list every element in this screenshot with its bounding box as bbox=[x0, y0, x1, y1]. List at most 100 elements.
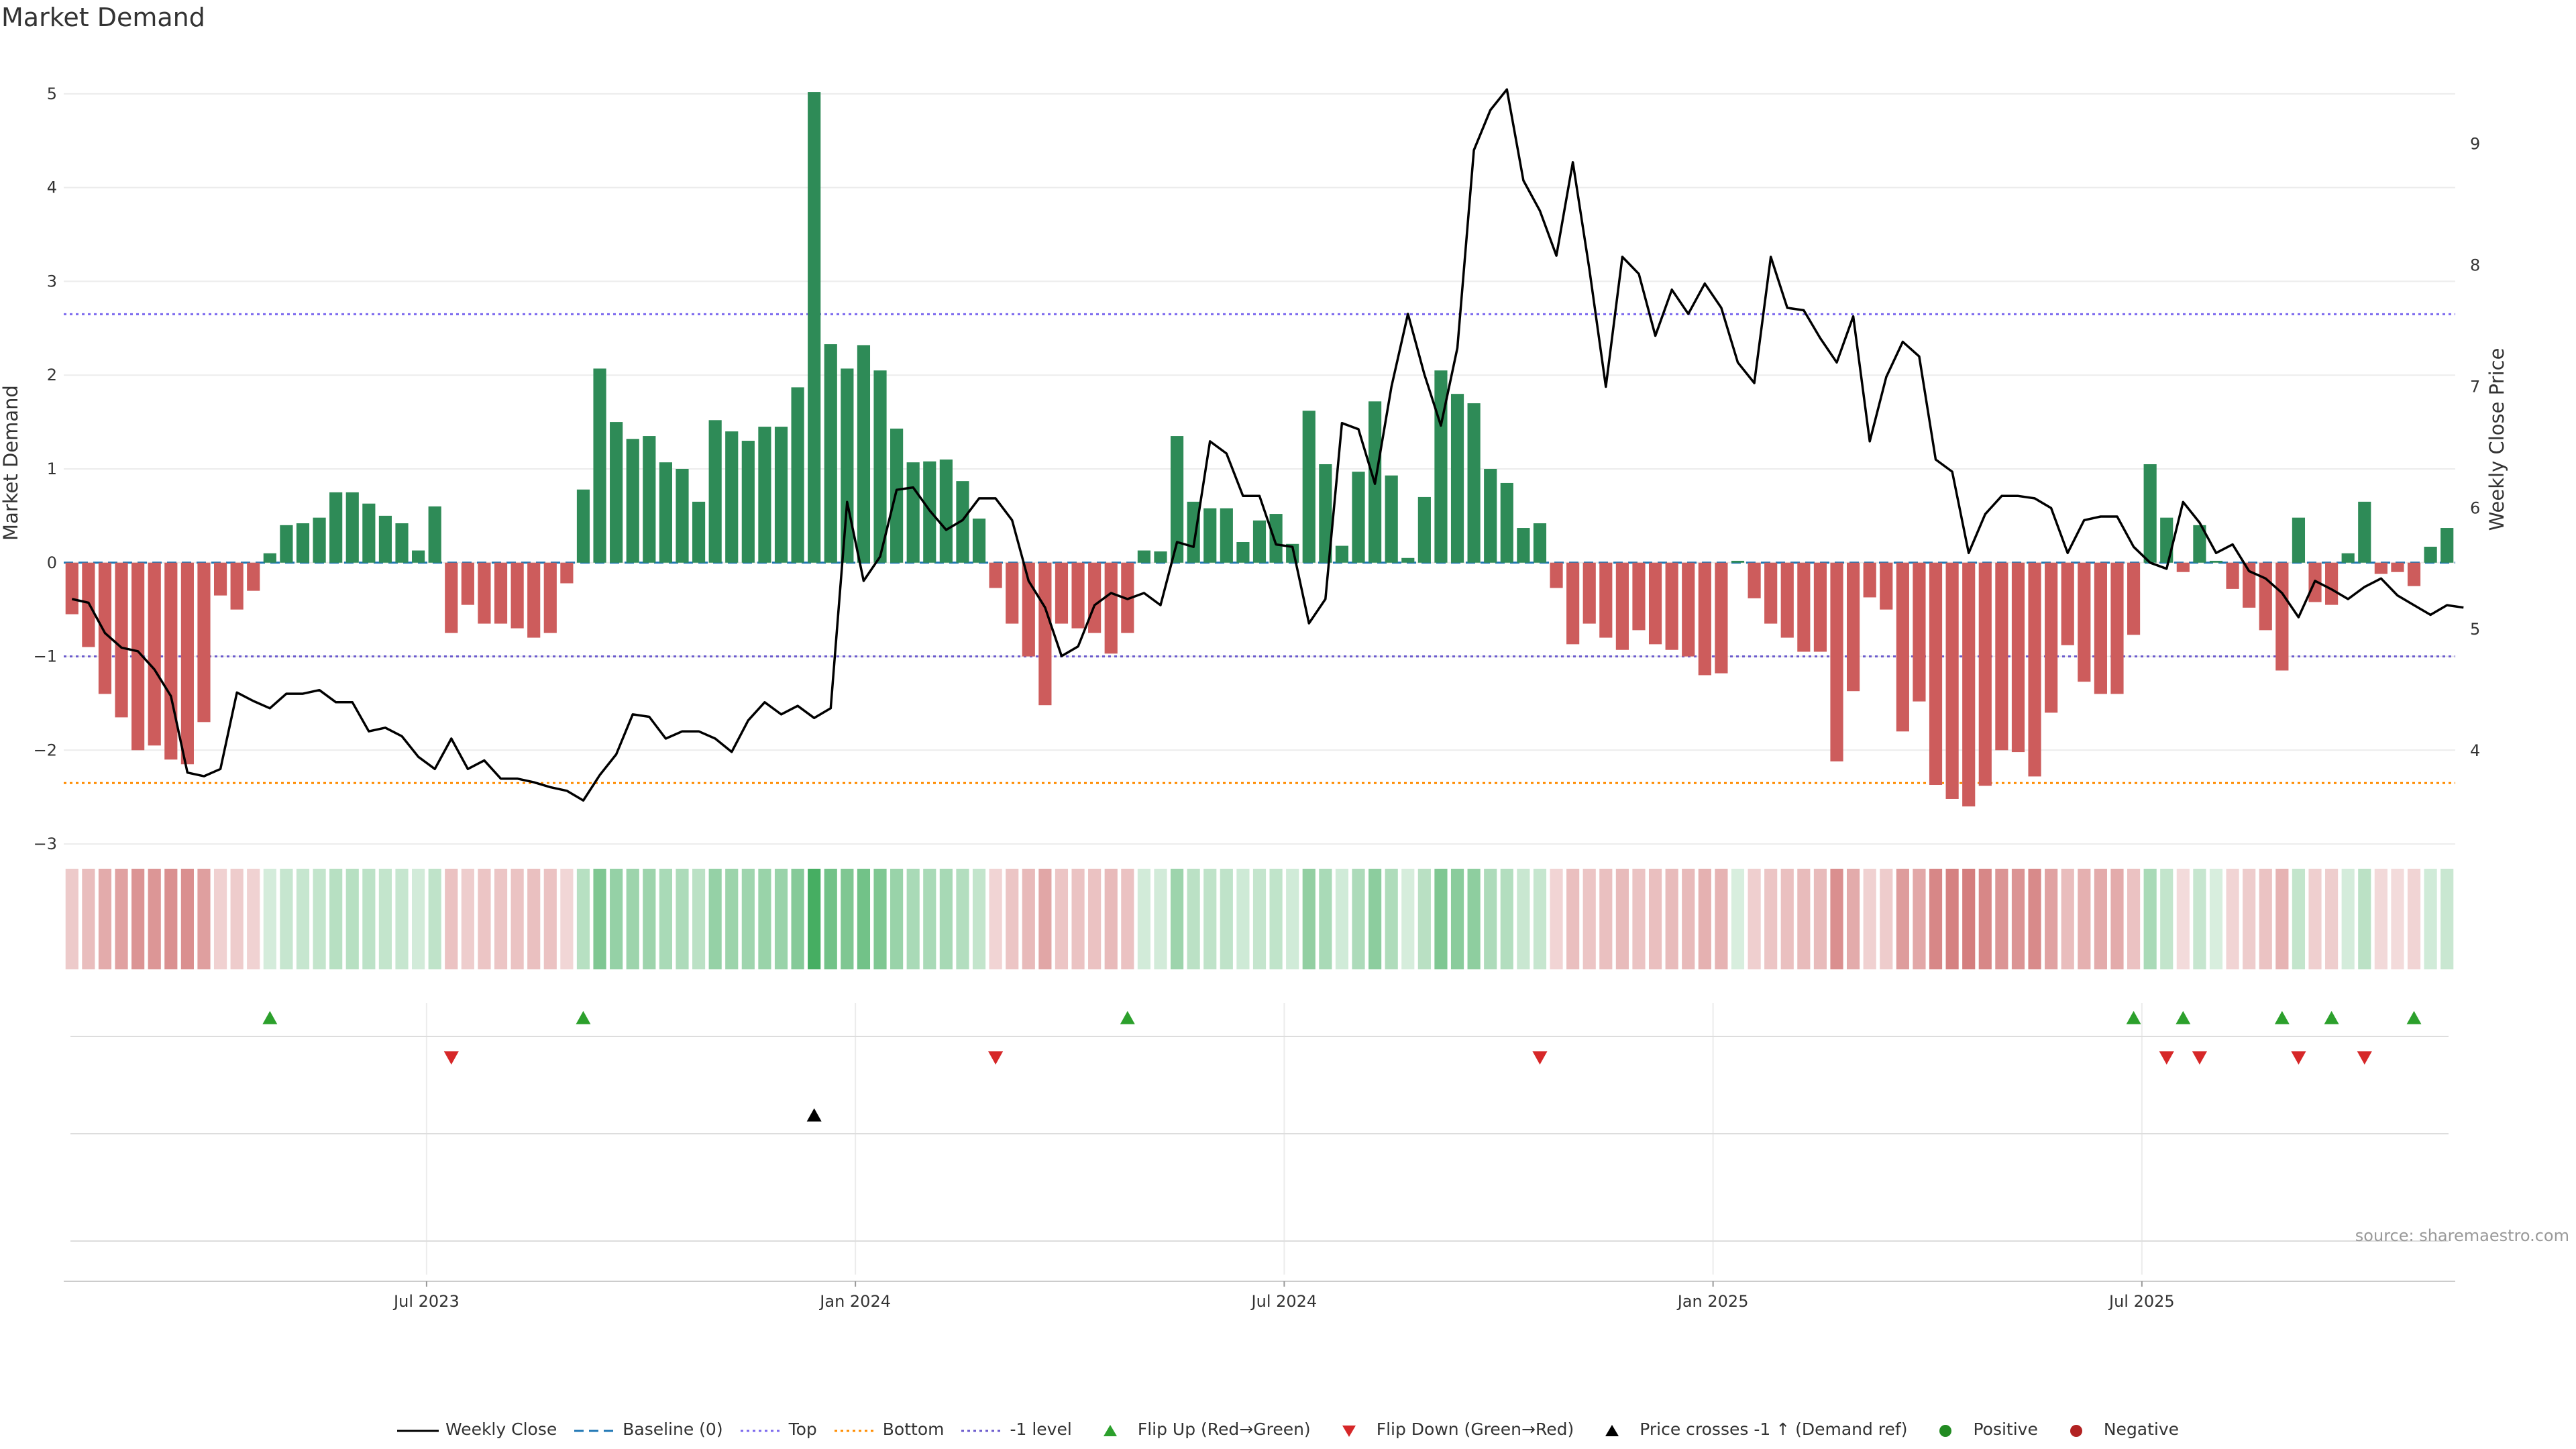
heat-cell bbox=[1286, 869, 1299, 969]
heat-cell bbox=[1550, 869, 1563, 969]
demand-bar bbox=[2094, 562, 2107, 694]
heat-cell bbox=[1220, 869, 1233, 969]
demand-bar bbox=[1550, 562, 1563, 588]
y-tick-label: 5 bbox=[47, 85, 57, 103]
legend-swatch bbox=[1591, 1422, 1633, 1436]
demand-bar bbox=[906, 462, 920, 563]
demand-bar bbox=[1648, 562, 1662, 645]
heat-cell bbox=[1335, 869, 1349, 969]
demand-bar bbox=[1830, 562, 1843, 762]
demand-bar bbox=[1154, 551, 1167, 563]
demand-bar bbox=[989, 562, 1002, 588]
legend-label: Price crosses -1 ↑ (Demand ref) bbox=[1640, 1419, 1908, 1439]
price-cross-marker bbox=[806, 1108, 822, 1122]
demand-bar bbox=[593, 368, 606, 563]
legend-swatch bbox=[1328, 1422, 1370, 1437]
y-tick-label: −3 bbox=[34, 835, 57, 853]
heat-cell bbox=[956, 869, 969, 969]
heat-cell bbox=[890, 869, 904, 969]
heat-cell bbox=[2243, 869, 2256, 969]
heat-cell bbox=[131, 869, 145, 969]
demand-bar bbox=[708, 420, 722, 563]
heat-cell bbox=[841, 869, 854, 969]
demand-bar bbox=[1880, 562, 1893, 610]
heat-cell bbox=[593, 869, 606, 969]
legend-item: Price crosses -1 ↑ (Demand ref) bbox=[1591, 1419, 1907, 1439]
heat-cell bbox=[873, 869, 887, 969]
heat-cell bbox=[1731, 869, 1745, 969]
flip-down-marker bbox=[988, 1051, 1004, 1065]
demand-bar bbox=[1236, 542, 1250, 563]
demand-bar bbox=[1220, 508, 1233, 563]
x-tick-label: Jul 2025 bbox=[2108, 1292, 2175, 1311]
demand-bar bbox=[857, 345, 871, 563]
heat-cell bbox=[857, 869, 871, 969]
heat-cell bbox=[1715, 869, 1728, 969]
heat-cell bbox=[741, 869, 755, 969]
heat-cell bbox=[1945, 869, 1959, 969]
demand-bar bbox=[2440, 528, 2454, 563]
demand-bar bbox=[676, 468, 689, 563]
demand-bar bbox=[1748, 562, 1761, 598]
demand-bar bbox=[2407, 562, 2421, 586]
y-axis-right: 4 5 6 7 8 9 bbox=[2470, 135, 2480, 760]
heat-cell bbox=[230, 869, 244, 969]
demand-bar bbox=[1401, 557, 1415, 563]
demand-bar bbox=[65, 562, 78, 614]
demand-bar bbox=[1978, 562, 1992, 786]
x-axis: Jul 2023 Jan 2024 Jul 2024 Jan 2025 Jul 2025 bbox=[64, 1281, 2455, 1311]
heat-cell bbox=[1929, 869, 1943, 969]
demand-bar bbox=[1764, 562, 1778, 624]
legend-swatch bbox=[2055, 1422, 2097, 1437]
heat-cell bbox=[1484, 869, 1497, 969]
flip-down-marker bbox=[443, 1051, 459, 1065]
heat-cell bbox=[2341, 869, 2355, 969]
legend-swatch bbox=[961, 1422, 1004, 1436]
heat-cell bbox=[1055, 869, 1069, 969]
demand-bar bbox=[1352, 472, 1365, 563]
heat-cell bbox=[1880, 869, 1893, 969]
legend-label: Flip Down (Green→Red) bbox=[1376, 1419, 1574, 1439]
demand-bar bbox=[362, 503, 376, 563]
demand-bar bbox=[1615, 562, 1629, 650]
y2-tick-label: 4 bbox=[2470, 741, 2480, 760]
demand-bar bbox=[1385, 475, 1398, 563]
flip-up-marker bbox=[1120, 1011, 1135, 1024]
heat-cell bbox=[2209, 869, 2223, 969]
heat-cell bbox=[1665, 869, 1678, 969]
heat-cell bbox=[2061, 869, 2074, 969]
demand-bar bbox=[247, 562, 260, 591]
legend-item: Top bbox=[740, 1419, 817, 1439]
heat-cell bbox=[263, 869, 276, 969]
legend-swatch bbox=[574, 1422, 616, 1436]
heat-cell bbox=[2275, 869, 2289, 969]
heat-cell bbox=[1236, 869, 1250, 969]
heat-cell bbox=[2308, 869, 2322, 969]
demand-bar bbox=[2176, 562, 2190, 572]
heat-cell bbox=[906, 869, 920, 969]
demand-bar bbox=[1797, 562, 1811, 652]
heat-cell bbox=[692, 869, 706, 969]
heat-cell bbox=[643, 869, 656, 969]
demand-bar bbox=[1319, 464, 1332, 563]
heat-cell bbox=[808, 869, 821, 969]
heat-cell bbox=[1648, 869, 1662, 969]
flip-up-marker bbox=[2126, 1011, 2141, 1024]
demand-bar bbox=[180, 562, 194, 765]
demand-bar bbox=[511, 562, 524, 629]
heat-cell bbox=[1104, 869, 1118, 969]
heat-cell bbox=[676, 869, 689, 969]
demand-bar bbox=[1203, 508, 1217, 563]
y-tick-label: 2 bbox=[47, 366, 57, 384]
heat-cell bbox=[1401, 869, 1415, 969]
heat-cell bbox=[1847, 869, 1860, 969]
demand-bar bbox=[2259, 562, 2272, 631]
demand-bar bbox=[626, 439, 639, 563]
heat-cell bbox=[1698, 869, 1711, 969]
heat-cell bbox=[1203, 869, 1217, 969]
demand-bar bbox=[2078, 562, 2091, 682]
heat-cell bbox=[362, 869, 376, 969]
heat-cell bbox=[626, 869, 639, 969]
heat-cell bbox=[527, 869, 541, 969]
